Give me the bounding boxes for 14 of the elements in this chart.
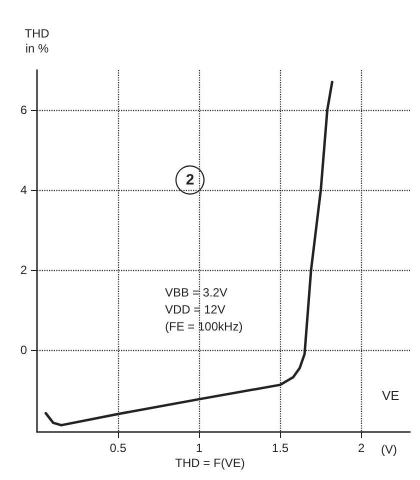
y-tick-label: 6 [20, 103, 28, 117]
x-tick-label: 1.5 [272, 441, 289, 455]
annotation: 2 [186, 172, 194, 188]
y-tick-label: 2 [20, 263, 28, 277]
y-tick-label: 4 [20, 183, 28, 197]
x-tick-label: 1 [196, 441, 203, 455]
x-axis-title: VE [382, 388, 400, 403]
y-axis-title: THD in % [24, 26, 50, 56]
text: (V) [381, 442, 397, 456]
line-series [44, 80, 334, 426]
x-tick-label: 0.5 [110, 441, 127, 455]
text: THD = F(VE) [175, 456, 245, 470]
x-tick-label: 2 [358, 441, 366, 455]
y-tick-label: 0 [20, 343, 28, 357]
